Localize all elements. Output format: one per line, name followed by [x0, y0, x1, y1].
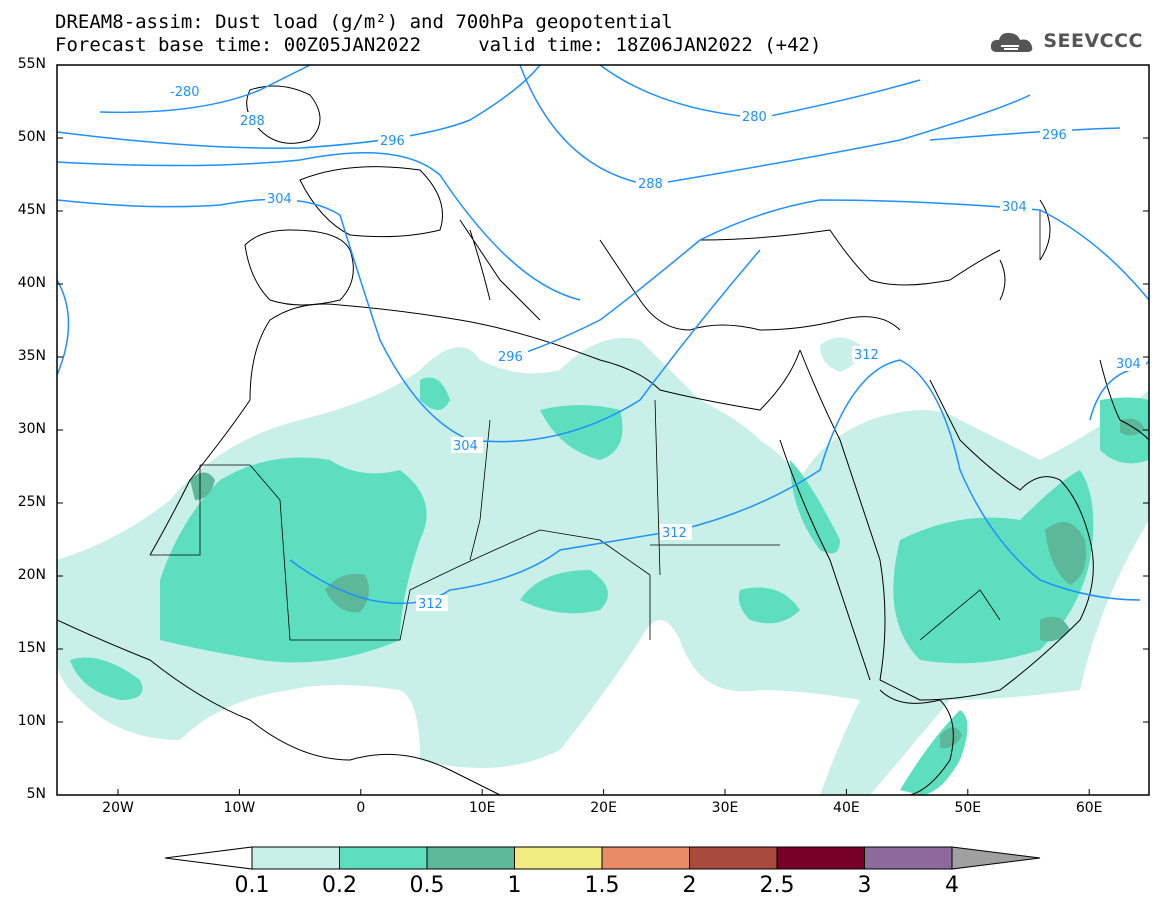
- lon-label: 60E: [1075, 800, 1103, 816]
- lon-label: 30E: [711, 800, 739, 816]
- borders: [150, 210, 1041, 641]
- colorbar-label: 3: [857, 873, 872, 898]
- contour-label: 280: [742, 110, 767, 125]
- axis-ticks: [57, 64, 1149, 796]
- chart-subtitle: Forecast base time: 00Z05JAN2022 valid t…: [55, 34, 822, 56]
- lon-label: 0: [356, 800, 366, 816]
- colorbar-swatch: [601, 846, 690, 870]
- contour-label: 312: [662, 526, 687, 541]
- lat-label: 30N: [17, 421, 46, 437]
- lat-label: 5N: [26, 786, 46, 802]
- cloud-logo-icon: [991, 32, 1033, 52]
- lon-label: 20E: [590, 800, 617, 816]
- brand-name: SEEVCCC: [1043, 30, 1143, 52]
- colorbar-label: 2: [682, 873, 697, 898]
- colorbar-swatch: [776, 846, 865, 870]
- lat-label: 10N: [17, 713, 46, 729]
- lat-label: 20N: [17, 567, 46, 583]
- chart-title: DREAM8-assim: Dust load (g/m²) and 700hP…: [55, 11, 673, 33]
- colorbar-label: 0.2: [322, 873, 357, 898]
- colorbar: [164, 846, 1041, 870]
- lon-label: 50E: [954, 800, 982, 816]
- colorbar-swatch: [426, 846, 515, 870]
- lat-label: 50N: [17, 129, 46, 145]
- lat-label: 15N: [17, 640, 46, 656]
- lon-label: 10E: [468, 800, 496, 816]
- lat-label: 35N: [17, 348, 46, 364]
- lon-label: 20W: [102, 800, 134, 816]
- contour-label: 304: [1116, 357, 1141, 372]
- colorbar-label: 0.5: [409, 873, 445, 898]
- colorbar-label: 4: [945, 873, 959, 898]
- lat-label: 25N: [17, 494, 46, 510]
- colorbar-over-arrow: [951, 846, 1041, 870]
- contour-label: 296: [498, 350, 523, 365]
- contour-label: 304: [453, 439, 478, 454]
- colorbar-swatch: [864, 846, 953, 870]
- contour-label: 304: [1002, 200, 1027, 215]
- lon-label: 40E: [833, 800, 860, 816]
- contour-label: 296: [1042, 128, 1067, 143]
- colorbar-label: 0.1: [234, 873, 270, 898]
- contour-label: 296: [380, 134, 405, 149]
- coastlines: [57, 85, 1149, 795]
- contour-label: -280: [170, 85, 200, 100]
- contour-labels: -280 288 296 304 280 296 288 304 296 304…: [168, 83, 1146, 612]
- colorbar-label: 2.5: [759, 873, 795, 898]
- contour-label: 312: [854, 348, 879, 363]
- dust-field-light: [57, 337, 1149, 795]
- lat-label: 55N: [17, 56, 46, 72]
- lat-label: 45N: [17, 202, 46, 218]
- colorbar-swatch: [251, 846, 340, 870]
- colorbar-under-arrow: [164, 846, 253, 870]
- colorbar-swatch: [689, 846, 778, 870]
- contour-label: 288: [638, 177, 663, 192]
- contour-label: 312: [418, 597, 443, 612]
- colorbar-label: 1: [507, 873, 522, 898]
- lat-label: 40N: [17, 275, 46, 291]
- brand-logo: SEEVCCC: [989, 28, 1143, 54]
- colorbar-swatch: [339, 846, 428, 870]
- colorbar-swatch: [514, 846, 603, 870]
- colorbar-label: 1.5: [584, 873, 620, 898]
- contour-label: 288: [240, 114, 265, 129]
- contour-label: 304: [267, 192, 292, 207]
- lon-label: 10W: [223, 800, 256, 816]
